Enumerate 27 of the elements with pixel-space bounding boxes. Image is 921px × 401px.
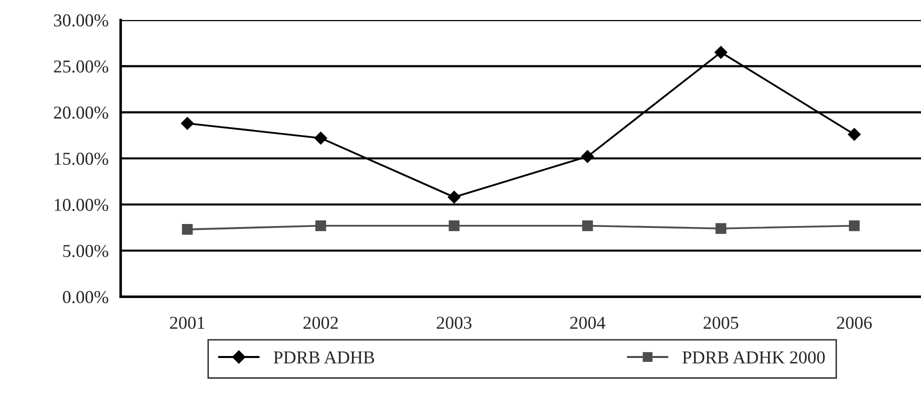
x-tick-label: 2005 [704,316,738,329]
point [315,220,326,232]
x-tick-label: 2003 [436,316,472,329]
point [582,220,593,232]
point [581,150,594,163]
y-tick-label: 15.00% [54,152,108,165]
y-tick-label: 10.00% [54,198,108,212]
x-tick-label: 2002 [303,316,338,329]
point [716,223,726,234]
y-tick-label: 0.00% [62,290,108,304]
x-tick-label: 2001 [170,316,204,329]
x-tick-label: 2006 [837,316,872,329]
point [848,220,860,232]
point [848,128,861,141]
y-tick-label: 5.00% [63,244,108,258]
point [448,190,461,204]
y-tick-label: 30.00% [54,14,108,27]
y-tick-label: 25.00% [54,60,108,73]
point [180,116,194,130]
x-tick-label: 2004 [570,316,606,329]
point [714,46,728,59]
point [314,132,328,145]
legend-label: PDRB ADHK 2000 [682,351,825,364]
point [182,224,193,235]
y-tick-label: 20.00% [54,106,108,119]
point [448,220,460,232]
legend-label: PDRB ADHB [274,351,374,364]
